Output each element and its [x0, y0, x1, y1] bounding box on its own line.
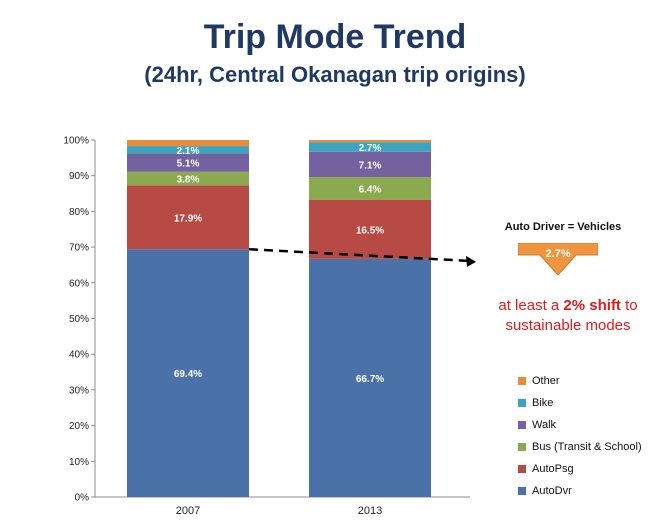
bar-segment [127, 140, 249, 147]
y-tick-label: 0% [75, 493, 90, 504]
x-tick-label: 2007 [176, 505, 200, 517]
bar-segment [309, 140, 431, 143]
bar-segment [309, 142, 431, 152]
callout-heading: Auto Driver = Vehicles [504, 221, 622, 233]
data-label: 17.9% [174, 213, 202, 224]
y-tick-label: 70% [69, 243, 89, 254]
legend-item: Other [518, 370, 642, 392]
bar-segment [309, 258, 431, 497]
shift-text: at least a 2% shift to sustainable modes [478, 296, 658, 336]
legend-swatch [518, 421, 526, 429]
bar-segment [127, 249, 249, 497]
bar-segment [127, 153, 249, 172]
data-label: 66.7% [356, 374, 384, 385]
down-arrow-shape [518, 243, 598, 275]
y-tick-label: 60% [69, 278, 89, 289]
legend-label: Bike [532, 397, 554, 409]
shift-text-suffix: to sustainable modes [505, 297, 638, 334]
down-arrow-icon [518, 243, 598, 275]
legend-item: Walk [518, 414, 642, 436]
data-label: 2.1% [177, 146, 200, 157]
legend-label: Other [532, 375, 560, 387]
legend-swatch [518, 487, 526, 495]
data-label: 69.4% [174, 369, 202, 380]
legend-label: Walk [532, 419, 557, 431]
y-tick-label: 40% [69, 350, 89, 361]
legend: Other Bike Walk Bus (Transit & School) AutoP… [518, 370, 642, 502]
data-label: 3.8% [177, 175, 200, 186]
bar-segment [309, 177, 431, 200]
legend-item: Bus (Transit & School) [518, 436, 642, 458]
bar-segment [127, 171, 249, 186]
data-label: 6.4% [359, 185, 382, 196]
data-label: 5.1% [177, 159, 200, 170]
legend-item: AutoDvr [518, 480, 642, 502]
chart-title: Trip Mode Trend [203, 18, 467, 56]
y-tick-label: 100% [63, 136, 89, 147]
chart-subtitle: (24hr, Central Okanagan trip origins) [144, 62, 526, 87]
legend-label: AutoDvr [532, 485, 572, 497]
callout-value: 2.7% [545, 248, 571, 260]
shift-text-bold: 2% shift [563, 297, 621, 314]
legend-swatch [518, 377, 526, 385]
data-label: 7.1% [359, 160, 382, 171]
y-tick-label: 90% [69, 171, 89, 182]
legend-swatch [518, 399, 526, 407]
trend-arrow-head [466, 255, 476, 267]
bar-segment [309, 151, 431, 178]
y-tick-label: 20% [69, 421, 89, 432]
data-label: 2.7% [359, 143, 382, 154]
legend-swatch [518, 465, 526, 473]
bar-segment [309, 199, 431, 259]
y-tick-label: 30% [69, 385, 89, 396]
data-label: 16.5% [356, 225, 384, 236]
legend-item: AutoPsg [518, 458, 642, 480]
y-tick-label: 50% [69, 314, 89, 325]
legend-label: Bus (Transit & School) [532, 441, 642, 453]
bar-segment [127, 185, 249, 250]
x-tick-label: 2013 [358, 505, 382, 517]
y-tick-label: 10% [69, 457, 89, 468]
legend-label: AutoPsg [532, 463, 574, 475]
legend-swatch [518, 443, 526, 451]
shift-text-prefix: at least a [498, 297, 564, 314]
trend-arrow-line [248, 247, 469, 263]
legend-item: Bike [518, 392, 642, 414]
y-tick-label: 80% [69, 207, 89, 218]
bar-segment [127, 146, 249, 154]
